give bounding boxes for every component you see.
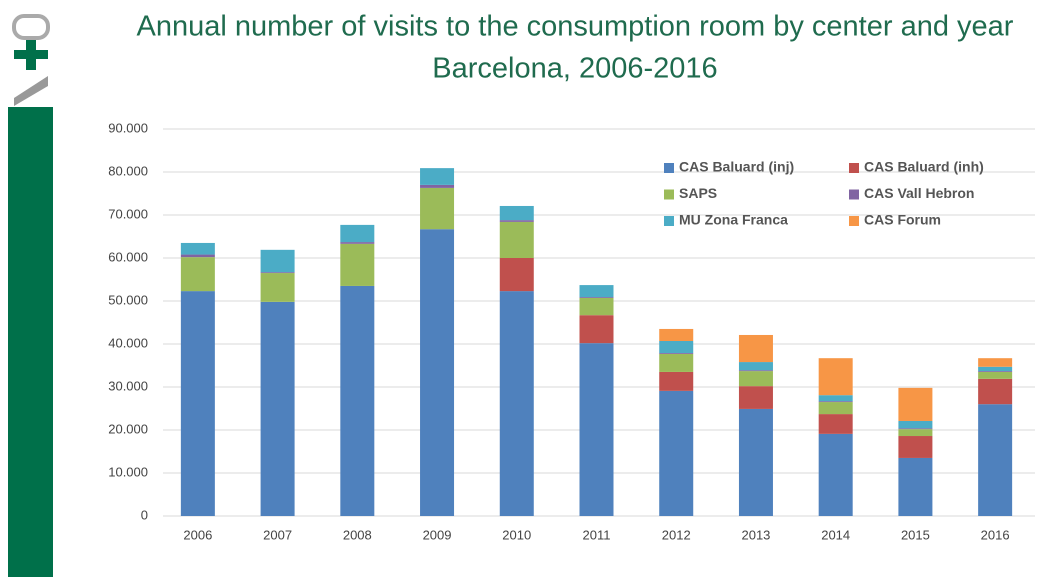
- bar-segment: [180, 242, 215, 255]
- bar-segment: [978, 378, 1013, 405]
- legend-swatch: [664, 163, 674, 173]
- bar-segment: [180, 291, 215, 516]
- x-tick-label: 2009: [423, 527, 452, 542]
- chart-subtitle: Barcelona, 2006-2016: [432, 53, 717, 85]
- bar-segment: [818, 395, 853, 402]
- legend-swatch: [664, 189, 674, 200]
- bar-segment: [818, 433, 853, 516]
- bar-segment: [898, 420, 933, 429]
- bar-segment: [180, 257, 215, 292]
- legend-label: CAS Vall Hebron: [864, 185, 974, 201]
- bar-segment: [499, 291, 534, 516]
- y-tick-label: 30.000: [108, 378, 148, 393]
- y-tick-label: 80.000: [108, 163, 148, 178]
- y-tick-label: 10.000: [108, 464, 148, 479]
- bar-segment: [260, 273, 295, 302]
- x-tick-label: 2007: [263, 527, 292, 542]
- bar-segment: [738, 334, 773, 363]
- bar-segment: [659, 340, 694, 354]
- y-tick-label: 40.000: [108, 335, 148, 350]
- bar-segment: [978, 371, 1013, 379]
- bar-segment: [659, 390, 694, 516]
- bar-segment: [260, 249, 295, 273]
- bar-segment: [340, 224, 375, 243]
- bar-segment: [898, 429, 933, 437]
- bar-segment: [420, 184, 455, 188]
- bar-segment: [659, 371, 694, 391]
- bar-segment: [818, 414, 853, 434]
- bar-segment: [499, 220, 534, 222]
- x-tick-label: 2011: [583, 527, 611, 542]
- x-tick-label: 2012: [662, 527, 691, 542]
- y-tick-label: 90.000: [108, 120, 148, 135]
- y-tick-label: 20.000: [108, 421, 148, 436]
- bar-segment: [659, 353, 694, 354]
- logo: [12, 14, 50, 106]
- bar-segment: [340, 243, 375, 286]
- y-tick-label: 50.000: [108, 292, 148, 307]
- bar-segment: [579, 315, 614, 344]
- x-tick-label: 2008: [343, 527, 372, 542]
- bar-segment: [420, 229, 455, 516]
- bar-segment: [579, 285, 614, 298]
- y-tick-label: 0: [141, 507, 148, 522]
- bar-segment: [898, 436, 933, 458]
- bar-segment: [898, 387, 933, 421]
- legend-label: CAS Baluard (inh): [864, 159, 984, 175]
- bar-segment: [738, 370, 773, 372]
- legend-swatch: [849, 189, 859, 200]
- bar-segment: [340, 285, 375, 516]
- bar-segment: [260, 272, 295, 274]
- bar-segment: [579, 297, 614, 298]
- bar-segment: [499, 258, 534, 292]
- bar-segment: [978, 366, 1013, 372]
- bar-segment: [978, 404, 1013, 516]
- bar-segment: [898, 457, 933, 516]
- bar-segment: [340, 242, 375, 244]
- bar-segment: [659, 328, 694, 341]
- legend-swatch: [664, 216, 674, 226]
- y-tick-label: 70.000: [108, 206, 148, 221]
- bar-segment: [978, 358, 1013, 367]
- bar-segment: [898, 428, 933, 430]
- bar-segment: [499, 205, 534, 221]
- bar-segment: [738, 362, 773, 371]
- bar-segment: [260, 301, 295, 516]
- bar-segment: [420, 168, 455, 185]
- x-tick-label: 2006: [183, 527, 212, 542]
- bar-segment: [818, 358, 853, 396]
- legend-label: MU Zona Franca: [679, 212, 788, 228]
- legend-swatch: [849, 216, 859, 226]
- x-tick-label: 2016: [981, 527, 1010, 542]
- bar-segment: [818, 402, 853, 415]
- bar-segment: [659, 353, 694, 372]
- bar-segment: [818, 401, 853, 403]
- chart-title: Annual number of visits to the consumpti…: [137, 11, 1014, 43]
- x-tick-label: 2013: [741, 527, 770, 542]
- bar-segment: [499, 221, 534, 258]
- legend-label: CAS Forum: [864, 212, 941, 228]
- bar-segment: [579, 297, 614, 316]
- y-tick-label: 60.000: [108, 249, 148, 264]
- bar-segment: [978, 371, 1013, 372]
- x-tick-label: 2010: [502, 527, 531, 542]
- bar-segment: [180, 254, 215, 258]
- legend-label: CAS Baluard (inj): [679, 159, 794, 175]
- bar-segment: [738, 386, 773, 409]
- legend-label: SAPS: [679, 185, 717, 201]
- bar-segment: [738, 408, 773, 516]
- bar-segment: [579, 343, 614, 516]
- side-bar: [8, 107, 53, 577]
- x-tick-label: 2014: [821, 527, 850, 542]
- x-tick-label: 2015: [901, 527, 930, 542]
- legend-swatch: [849, 163, 859, 173]
- bar-segment: [738, 371, 773, 387]
- bar-segment: [420, 187, 455, 230]
